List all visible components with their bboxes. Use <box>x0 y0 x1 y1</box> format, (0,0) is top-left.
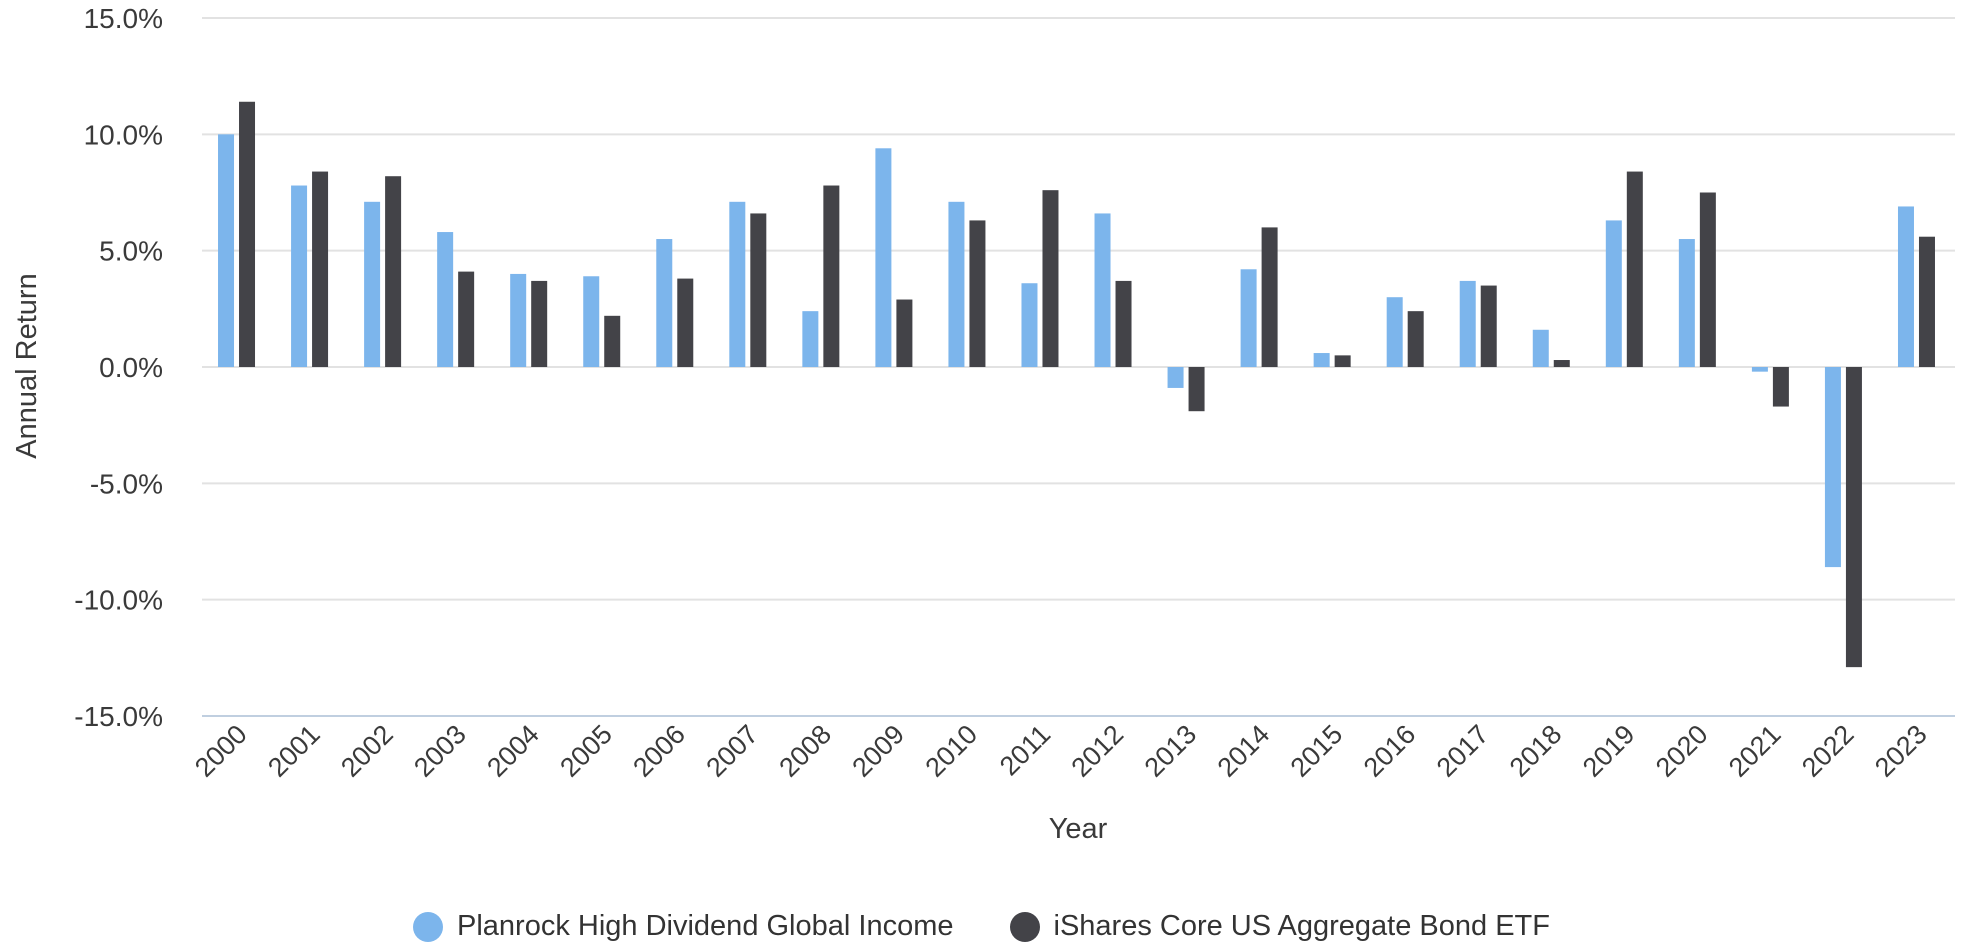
bar-ishares-2000[interactable] <box>239 101 256 367</box>
bar-planrock-2023[interactable] <box>1897 206 1914 367</box>
x-tick-label-2022: 2022 <box>1796 719 1860 783</box>
bar-ishares-2014[interactable] <box>1261 227 1278 367</box>
bars <box>218 101 1935 668</box>
x-tick-label-2004: 2004 <box>481 719 545 783</box>
x-tick-label-2006: 2006 <box>627 719 691 783</box>
bar-ishares-2020[interactable] <box>1699 192 1716 368</box>
bar-ishares-2018[interactable] <box>1553 360 1570 367</box>
bar-planrock-2021[interactable] <box>1751 367 1768 372</box>
x-tick-label-2021: 2021 <box>1723 719 1787 783</box>
bar-planrock-2005[interactable] <box>583 276 600 367</box>
bar-ishares-2015[interactable] <box>1334 355 1351 367</box>
y-axis-tick-labels: -15.0% -10.0% -5.0% 0.0% 5.0% 10.0% 15.0% <box>74 3 163 732</box>
x-tick-label-2011: 2011 <box>994 719 1056 781</box>
y-tick-label: 10.0% <box>84 119 163 150</box>
x-tick-label-2023: 2023 <box>1869 719 1933 783</box>
x-axis-label: Year <box>1049 813 1108 845</box>
x-tick-label-2002: 2002 <box>335 719 399 783</box>
bar-ishares-2007[interactable] <box>750 213 767 367</box>
bar-planrock-2013[interactable] <box>1167 367 1184 388</box>
x-tick-label-2020: 2020 <box>1650 719 1714 783</box>
bar-ishares-2021[interactable] <box>1772 367 1789 407</box>
bar-planrock-2007[interactable] <box>729 201 746 367</box>
bar-ishares-2011[interactable] <box>1042 190 1059 367</box>
bar-ishares-2016[interactable] <box>1407 311 1424 367</box>
bar-planrock-2000[interactable] <box>218 134 235 367</box>
x-tick-label-2003: 2003 <box>408 719 472 783</box>
bar-planrock-2018[interactable] <box>1532 329 1549 367</box>
bar-ishares-2004[interactable] <box>531 280 548 367</box>
bar-planrock-2009[interactable] <box>875 148 892 367</box>
bar-planrock-2010[interactable] <box>948 201 965 367</box>
bar-planrock-2016[interactable] <box>1386 297 1403 367</box>
legend-label-ishares: iShares Core US Aggregate Bond ETF <box>1053 910 1550 942</box>
x-tick-label-2014: 2014 <box>1212 719 1276 783</box>
y-tick-label: -10.0% <box>74 585 163 616</box>
x-tick-label-2010: 2010 <box>919 719 983 783</box>
x-tick-label-2016: 2016 <box>1358 719 1422 783</box>
x-tick-label-2013: 2013 <box>1139 719 1203 783</box>
bar-ishares-2001[interactable] <box>312 171 329 367</box>
bar-ishares-2010[interactable] <box>969 220 986 367</box>
legend-item-ishares[interactable]: iShares Core US Aggregate Bond ETF <box>1009 910 1550 943</box>
bar-planrock-2003[interactable] <box>437 232 454 367</box>
bar-planrock-2006[interactable] <box>656 239 673 367</box>
bar-planrock-2022[interactable] <box>1824 367 1841 568</box>
bar-ishares-2017[interactable] <box>1480 285 1497 367</box>
y-tick-label: -15.0% <box>74 701 163 732</box>
x-tick-label-2000: 2000 <box>189 719 253 783</box>
x-tick-label-2008: 2008 <box>773 719 837 783</box>
x-tick-label-2017: 2017 <box>1431 719 1495 783</box>
x-tick-label-2012: 2012 <box>1066 719 1130 783</box>
bar-planrock-2011[interactable] <box>1021 283 1038 367</box>
x-tick-label-2005: 2005 <box>554 719 618 783</box>
bar-planrock-2012[interactable] <box>1094 213 1111 367</box>
y-tick-label: -5.0% <box>90 468 163 499</box>
x-tick-label-2009: 2009 <box>846 719 910 783</box>
bar-planrock-2017[interactable] <box>1459 280 1476 367</box>
x-tick-label-2001: 2001 <box>262 719 326 783</box>
y-tick-label: 15.0% <box>84 3 163 34</box>
legend-label-planrock: Planrock High Dividend Global Income <box>457 910 954 942</box>
bar-planrock-2019[interactable] <box>1605 220 1622 367</box>
bar-chart: -15.0% -10.0% -5.0% 0.0% 5.0% 10.0% 15.0% 2000… <box>11 3 1955 845</box>
bar-planrock-2008[interactable] <box>802 311 819 367</box>
bar-ishares-2009[interactable] <box>896 299 913 367</box>
bar-ishares-2008[interactable] <box>823 185 840 367</box>
x-axis-tick-labels: 2000 2001 2002 2003 2004 2005 2006 2007 2008 2009… <box>189 719 1933 783</box>
bar-planrock-2015[interactable] <box>1313 353 1330 367</box>
y-tick-label: 0.0% <box>99 352 163 383</box>
bar-ishares-2006[interactable] <box>677 278 694 367</box>
legend: Planrock High Dividend Global Income iSh… <box>0 910 1963 943</box>
bar-planrock-2001[interactable] <box>291 185 308 367</box>
legend-swatch-planrock <box>413 911 444 942</box>
x-tick-label-2015: 2015 <box>1285 719 1349 783</box>
x-tick-label-2007: 2007 <box>700 719 764 783</box>
bar-ishares-2005[interactable] <box>604 315 621 367</box>
y-axis-label: Annual Return <box>11 273 43 458</box>
bar-planrock-2014[interactable] <box>1240 269 1257 367</box>
bar-planrock-2002[interactable] <box>364 201 381 367</box>
bar-ishares-2003[interactable] <box>458 271 475 367</box>
legend-item-planrock[interactable]: Planrock High Dividend Global Income <box>413 910 954 943</box>
y-tick-label: 5.0% <box>99 236 163 267</box>
bar-ishares-2012[interactable] <box>1115 280 1132 367</box>
x-tick-label-2019: 2019 <box>1577 719 1641 783</box>
bar-ishares-2023[interactable] <box>1918 236 1935 367</box>
bar-ishares-2019[interactable] <box>1626 171 1643 367</box>
x-tick-label-2018: 2018 <box>1504 719 1568 783</box>
gridlines <box>202 17 1955 717</box>
legend-swatch-ishares <box>1009 911 1040 942</box>
bar-ishares-2013[interactable] <box>1188 367 1205 412</box>
bar-planrock-2004[interactable] <box>510 273 527 367</box>
bar-planrock-2020[interactable] <box>1678 239 1695 367</box>
bar-ishares-2002[interactable] <box>385 176 402 367</box>
bar-ishares-2022[interactable] <box>1845 367 1862 668</box>
